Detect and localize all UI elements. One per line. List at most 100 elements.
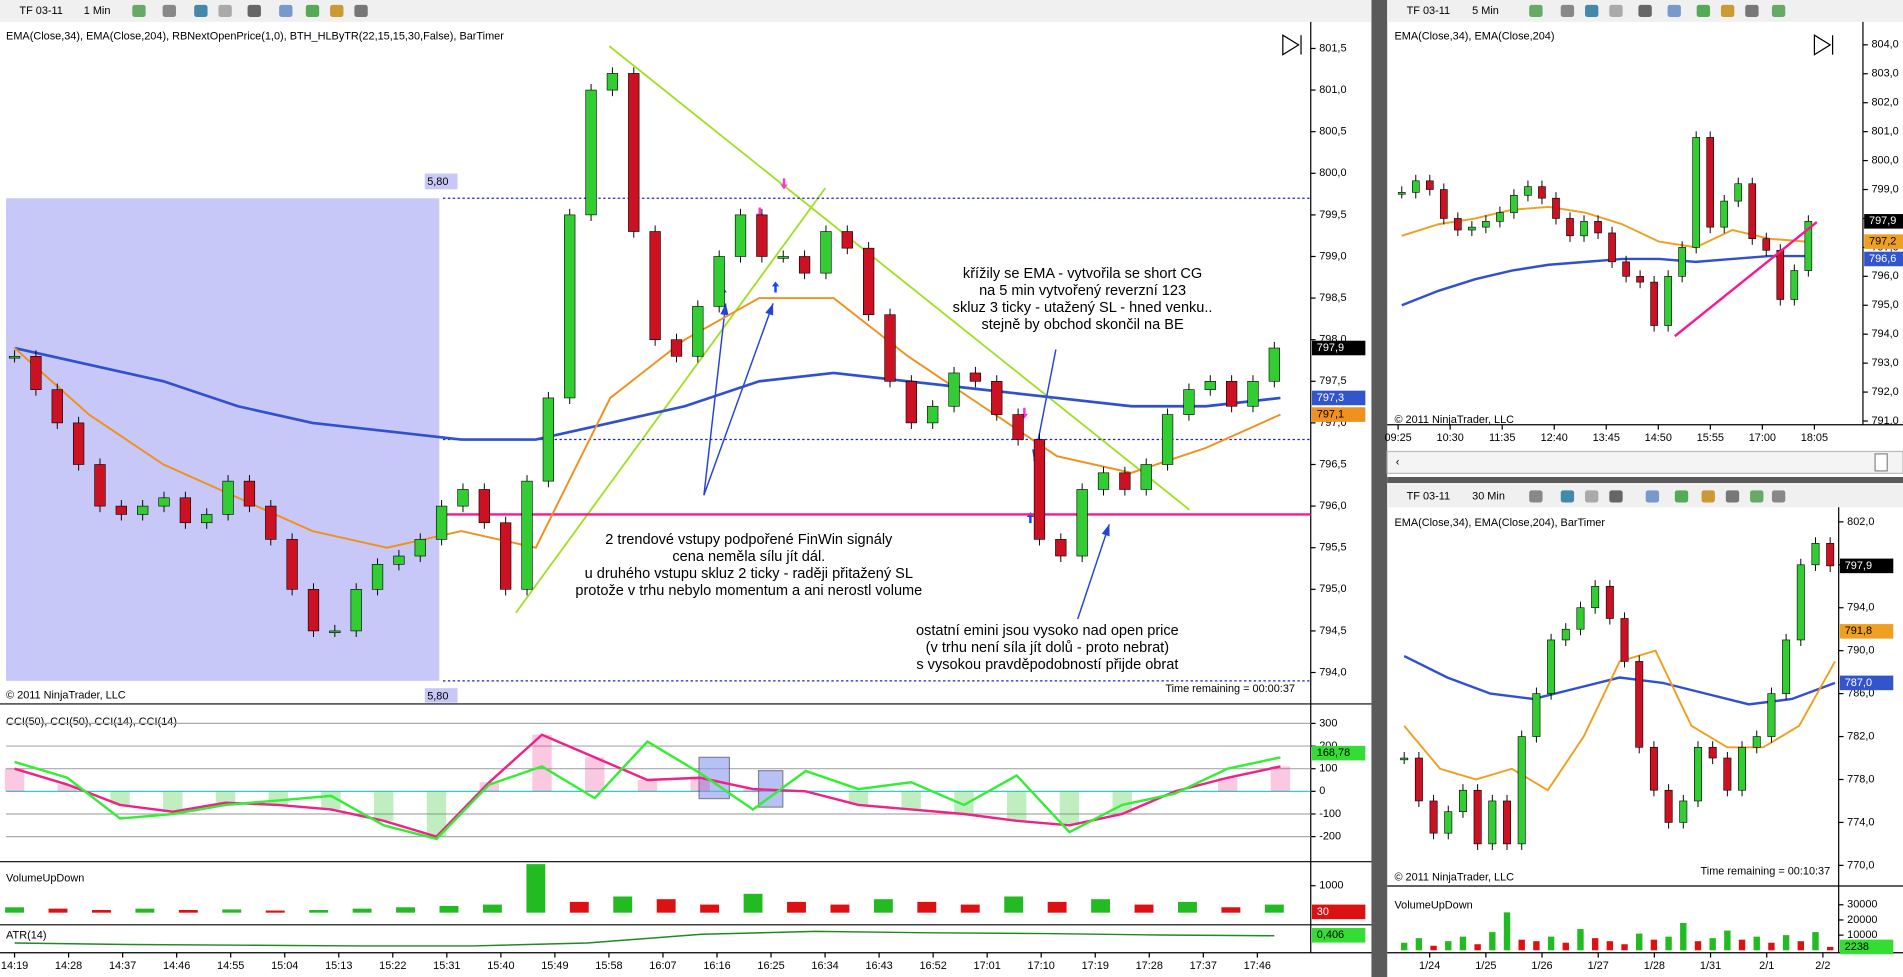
volume-bar (482, 904, 502, 913)
candle (1183, 389, 1195, 415)
x-tick-label: 10:30 (1437, 432, 1464, 444)
candle (1033, 439, 1046, 540)
toolbar-button[interactable] (194, 4, 208, 17)
toolbar-button[interactable] (1609, 4, 1623, 17)
toolbar-button[interactable] (247, 4, 261, 17)
scrollbar[interactable] (1386, 450, 1903, 474)
price-tag (1839, 675, 1894, 691)
toolbar-button[interactable] (1560, 490, 1575, 503)
candle (179, 497, 192, 524)
scroll-left[interactable]: ‹ (1396, 456, 1400, 468)
candle (564, 214, 576, 399)
volume-bar (1724, 930, 1731, 951)
candle (435, 505, 448, 540)
cci-histogram (637, 780, 658, 792)
interval-selector[interactable]: 30 Min (1472, 490, 1505, 502)
candle (1488, 800, 1497, 845)
toolbar-button[interactable] (1745, 4, 1759, 17)
x-tick-label: 17:37 (1190, 960, 1217, 972)
splitter[interactable] (1371, 0, 1388, 977)
price-tag (1864, 214, 1903, 229)
toolbar-button[interactable] (1696, 4, 1711, 17)
candle (350, 589, 362, 632)
play-icon[interactable] (1282, 34, 1302, 56)
toolbar-button[interactable] (1529, 4, 1543, 17)
play-icon[interactable] (1282, 34, 1834, 56)
play-icon[interactable] (1813, 34, 1834, 56)
volume-bar (1606, 941, 1614, 951)
candle (1767, 693, 1776, 737)
cci-histogram (901, 791, 921, 810)
volume-bar (569, 901, 589, 913)
y-tick-label: 20000 (1847, 914, 1877, 926)
volume-bar (5, 907, 25, 913)
candle (158, 497, 170, 507)
toolbar-button[interactable] (1609, 490, 1623, 503)
candle (1649, 746, 1658, 791)
toolbar-button[interactable] (1585, 490, 1599, 503)
toolbar-button[interactable] (1750, 490, 1764, 503)
candle (756, 214, 768, 257)
candle (1012, 414, 1024, 440)
toolbar-button[interactable] (1771, 4, 1786, 17)
volume-bar (873, 899, 893, 913)
toolbar-button[interactable] (132, 4, 146, 17)
candle (1561, 628, 1570, 641)
candle (1636, 276, 1644, 283)
y-tick-label: 300 (1319, 717, 1337, 729)
volume-bar (1636, 933, 1643, 951)
candle (1620, 618, 1629, 662)
toolbar-button[interactable] (1529, 490, 1543, 503)
toolbar-button[interactable] (1645, 490, 1660, 503)
candle (1776, 249, 1785, 300)
annotation: na 5 min vytvořený reverzní 123 (979, 283, 1186, 299)
toolbar-button[interactable] (1701, 490, 1715, 503)
instrument-selector[interactable]: TF 03-11 (1407, 5, 1450, 17)
toolbar-button[interactable] (330, 4, 344, 17)
volume-bar (396, 907, 415, 913)
interval-selector[interactable]: 5 Min (1472, 5, 1499, 17)
box-label: 5,80 (427, 691, 448, 703)
candle (927, 405, 939, 424)
y-tick-label: 794,5 (1319, 625, 1346, 637)
price-tag-label: 0,406 (1317, 929, 1344, 941)
toolbar-button[interactable] (1560, 4, 1575, 17)
candle (1524, 186, 1532, 196)
toolbar-button[interactable] (1585, 4, 1599, 17)
candle (820, 231, 832, 274)
price-tag (1311, 928, 1366, 943)
splitter[interactable] (1387, 476, 1903, 484)
toolbar-button[interactable] (279, 4, 293, 17)
x-tick-label: 15:49 (541, 960, 568, 972)
toolbar-button[interactable] (162, 4, 176, 17)
interval-selector[interactable]: 1 Min (84, 5, 111, 17)
annotation: skluz 3 ticky - utažený SL - hned venku.… (953, 300, 1213, 316)
toolbar-button[interactable] (1771, 490, 1786, 503)
x-tick-label: 18:05 (1801, 432, 1828, 444)
instrument-selector[interactable]: TF 03-11 (19, 5, 62, 17)
toolbar-button[interactable] (1725, 490, 1740, 503)
candle (1547, 639, 1556, 694)
volume-bar (1812, 932, 1819, 951)
toolbar-button[interactable] (218, 4, 232, 17)
candle (905, 380, 917, 424)
toolbar-button[interactable] (1667, 4, 1681, 17)
arrow-head (720, 303, 729, 316)
price-tag-label: 797,3 (1317, 392, 1344, 404)
toolbar-button[interactable] (354, 4, 368, 17)
scrollbar-thumb[interactable] (1874, 453, 1888, 472)
instrument-selector[interactable]: TF 03-11 (1407, 490, 1450, 502)
toolbar-button[interactable] (1674, 490, 1689, 503)
toolbar-button[interactable] (1720, 4, 1735, 17)
candle (115, 505, 127, 515)
toolbar-button[interactable] (1638, 4, 1652, 17)
toolbar-button[interactable] (305, 4, 320, 17)
x-tick-label: 17:00 (1749, 432, 1776, 444)
y-tick-label: 801,5 (1319, 42, 1346, 54)
volume-bar (1577, 929, 1584, 951)
candle (1225, 380, 1238, 407)
volume-bar (1518, 939, 1525, 951)
x-tick-label: 16:07 (649, 960, 676, 972)
volume-bar (222, 909, 242, 913)
